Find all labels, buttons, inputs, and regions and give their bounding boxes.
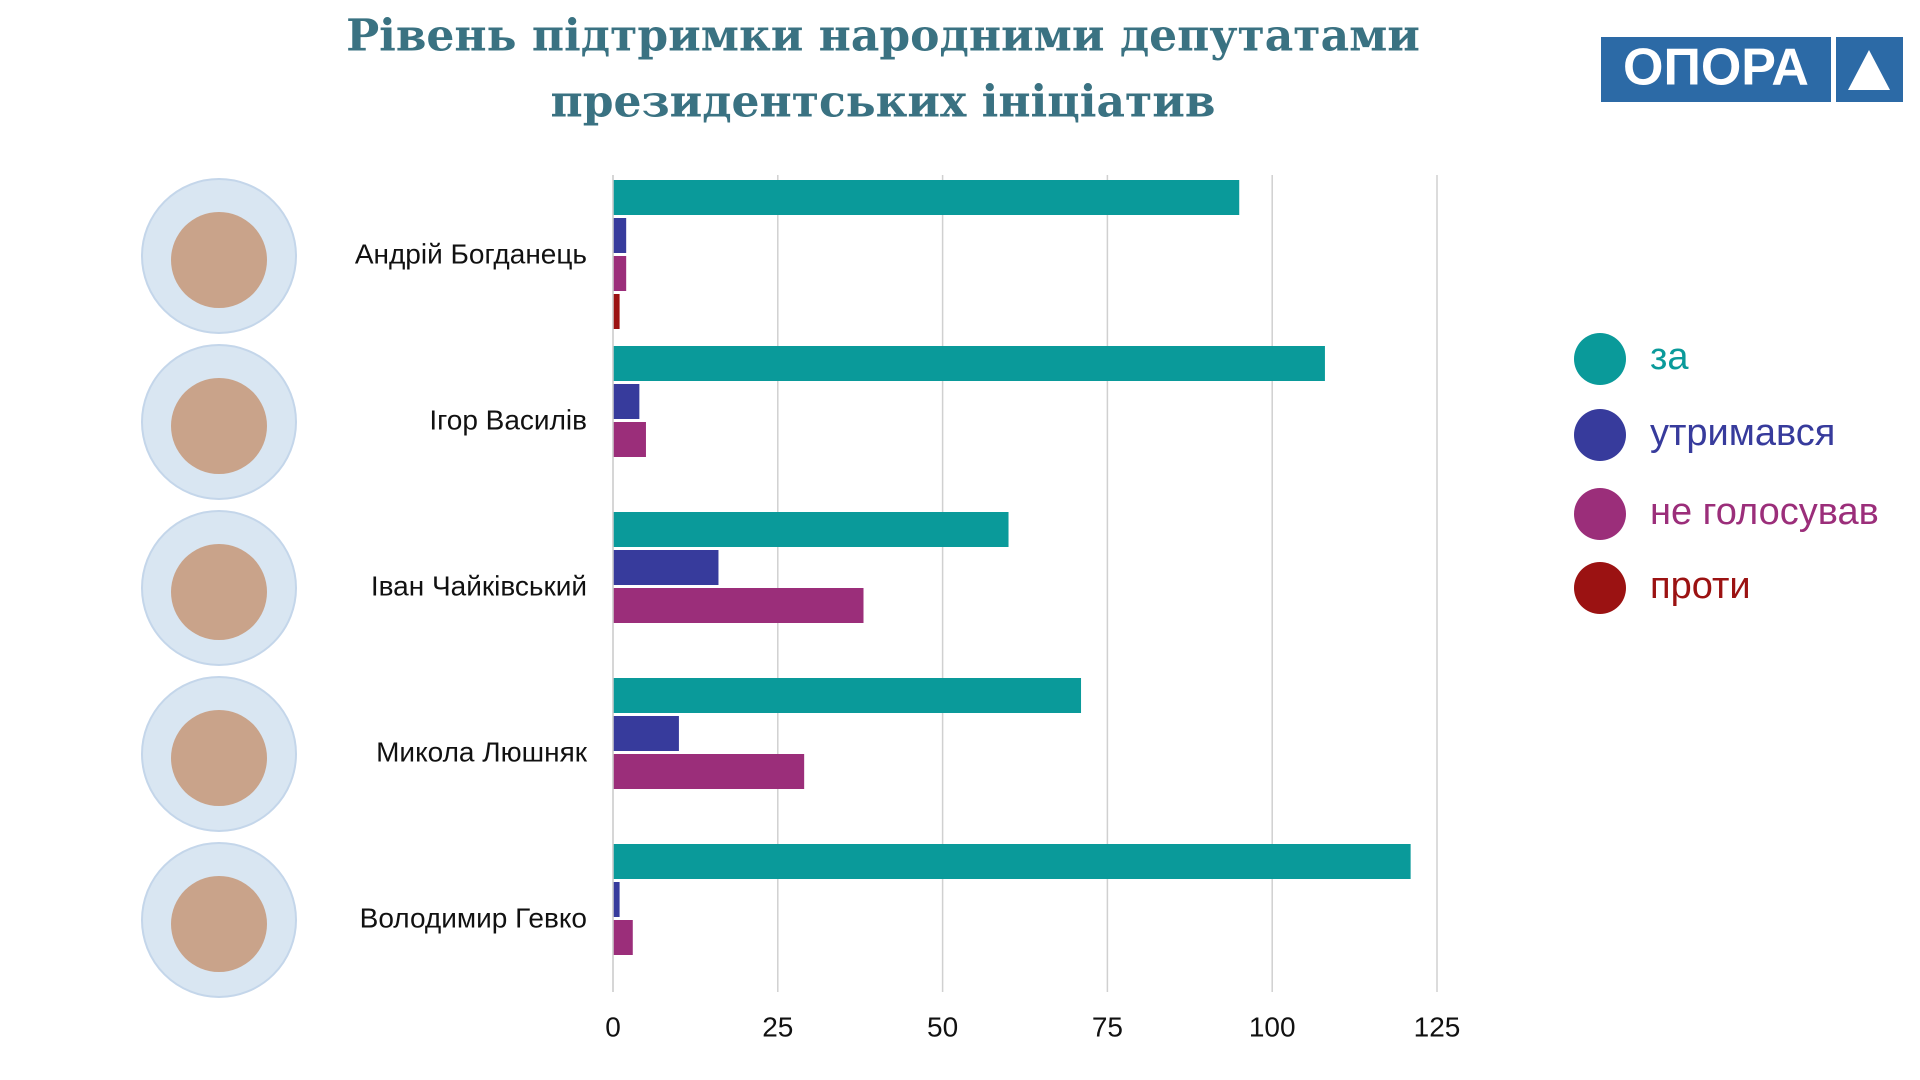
- legend-marker: [1574, 562, 1626, 614]
- bar: [613, 346, 1325, 381]
- legend-label: утримався: [1650, 412, 1835, 454]
- category-label: Володимир Гевко: [360, 902, 587, 933]
- bar: [613, 920, 633, 955]
- bar: [613, 256, 627, 291]
- bar: [613, 294, 620, 329]
- x-tick-label: 75: [1092, 1011, 1123, 1042]
- logo-text: ОПОРА: [1623, 39, 1809, 97]
- logo: ОПОРА: [1601, 37, 1903, 102]
- photo-face: [171, 710, 267, 806]
- legend-label: проти: [1650, 565, 1751, 607]
- bar: [613, 384, 640, 419]
- category-label: Андрій Богданець: [355, 238, 587, 269]
- logo-triangle: [1848, 50, 1890, 90]
- bar: [613, 588, 864, 623]
- category-label: Іван Чайківський: [371, 570, 587, 601]
- bar: [613, 716, 679, 751]
- x-tick-label: 0: [605, 1011, 621, 1042]
- logo-box: [1601, 37, 1831, 102]
- bar: [613, 844, 1411, 879]
- legend-marker: [1574, 409, 1626, 461]
- photo-face: [171, 876, 267, 972]
- bar: [613, 882, 620, 917]
- bar: [613, 754, 805, 789]
- legend-marker: [1574, 333, 1626, 385]
- photo-face: [171, 378, 267, 474]
- bar: [613, 422, 646, 457]
- chart-title: президентських ініціатив: [551, 77, 1216, 128]
- bar: [613, 512, 1009, 547]
- x-tick-label: 25: [762, 1011, 793, 1042]
- legend-marker: [1574, 488, 1626, 540]
- legend-label: не голосував: [1650, 491, 1879, 533]
- category-label: Ігор Василів: [429, 404, 587, 435]
- x-tick-label: 125: [1414, 1011, 1461, 1042]
- bar: [613, 550, 719, 585]
- category-label: Микола Люшняк: [376, 736, 588, 767]
- bar: [613, 678, 1082, 713]
- photo-face: [171, 544, 267, 640]
- x-tick-label: 100: [1249, 1011, 1296, 1042]
- bar: [613, 180, 1240, 215]
- x-tick-label: 50: [927, 1011, 958, 1042]
- bar: [613, 218, 627, 253]
- legend-label: за: [1650, 336, 1689, 378]
- chart-title: Рівень підтримки народними депутатами: [346, 11, 1420, 62]
- photo-face: [171, 212, 267, 308]
